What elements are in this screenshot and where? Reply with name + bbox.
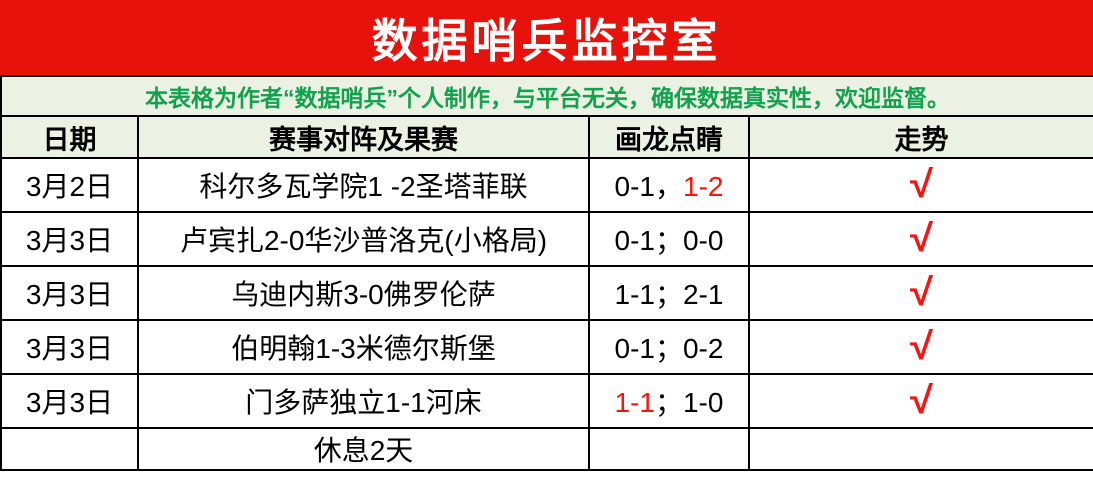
cell-match: 休息2天 (137, 427, 590, 471)
table-row: 3月3日 门多萨独立1-1河床 1-1；1-0 √ (0, 373, 1093, 429)
cell-date: 3月3日 (0, 373, 139, 429)
cell-match: 伯明翰1-3米德尔斯堡 (137, 319, 590, 375)
cell-highlight-score: 0-1；0-0 (588, 211, 750, 267)
score-segment: 0-1， (614, 171, 683, 202)
score-segment: 0-1；0-2 (614, 333, 724, 364)
table-row: 3月3日 乌迪内斯3-0佛罗伦萨 1-1；2-1 √ (0, 265, 1093, 321)
checkmark-icon: √ (910, 218, 933, 260)
cell-trend: √ (748, 157, 1093, 213)
header-match: 赛事对阵及果赛 (137, 115, 590, 159)
score-segment: 0-1；0-0 (614, 225, 724, 256)
cell-date: 3月3日 (0, 211, 139, 267)
cell-match: 科尔多瓦学院1 -2圣塔菲联 (137, 157, 590, 213)
title-banner: 数据哨兵监控室 (0, 0, 1093, 75)
score-segment-red: 1-1 (614, 387, 655, 418)
table-header-row: 日期 赛事对阵及果赛 画龙点睛 走势 (0, 115, 1093, 159)
cell-trend: √ (748, 265, 1093, 321)
cell-trend: √ (748, 211, 1093, 267)
cell-date: 3月2日 (0, 157, 139, 213)
header-date: 日期 (0, 115, 139, 159)
table-row: 3月3日 伯明翰1-3米德尔斯堡 0-1；0-2 √ (0, 319, 1093, 375)
cell-match: 乌迪内斯3-0佛罗伦萨 (137, 265, 590, 321)
cell-trend: √ (748, 373, 1093, 429)
cell-date: 3月3日 (0, 319, 139, 375)
cell-date: 3月3日 (0, 265, 139, 321)
score-segment: 1-1；2-1 (614, 279, 724, 310)
table-row: 3月2日 科尔多瓦学院1 -2圣塔菲联 0-1，1-2 √ (0, 157, 1093, 213)
table-row: 3月3日 卢宾扎2-0华沙普洛克(小格局) 0-1；0-0 √ (0, 211, 1093, 267)
cell-highlight-score: 0-1；0-2 (588, 319, 750, 375)
header-highlight: 画龙点睛 (588, 115, 750, 159)
cell-highlight-score: 1-1；2-1 (588, 265, 750, 321)
checkmark-icon: √ (910, 272, 933, 314)
cell-highlight-score (588, 427, 750, 471)
cell-trend (748, 427, 1093, 471)
score-segment-red: 1-2 (683, 171, 724, 202)
cell-highlight-score: 0-1，1-2 (588, 157, 750, 213)
cell-date (0, 427, 139, 471)
disclaimer-text: 本表格为作者“数据哨兵”个人制作，与平台无关，确保数据真实性，欢迎监督。 (0, 75, 1093, 117)
checkmark-icon: √ (910, 380, 933, 422)
checkmark-icon: √ (910, 164, 933, 206)
cell-highlight-score: 1-1；1-0 (588, 373, 750, 429)
disclaimer-row: 本表格为作者“数据哨兵”个人制作，与平台无关，确保数据真实性，欢迎监督。 (0, 75, 1093, 117)
monitor-table: 本表格为作者“数据哨兵”个人制作，与平台无关，确保数据真实性，欢迎监督。 日期 … (0, 75, 1093, 471)
checkmark-icon: √ (910, 326, 933, 368)
score-segment: ；1-0 (654, 387, 724, 418)
cell-trend: √ (748, 319, 1093, 375)
table-row: 休息2天 (0, 427, 1093, 471)
header-trend: 走势 (748, 115, 1093, 159)
cell-match: 卢宾扎2-0华沙普洛克(小格局) (137, 211, 590, 267)
page-title: 数据哨兵监控室 (371, 14, 722, 67)
cell-match: 门多萨独立1-1河床 (137, 373, 590, 429)
